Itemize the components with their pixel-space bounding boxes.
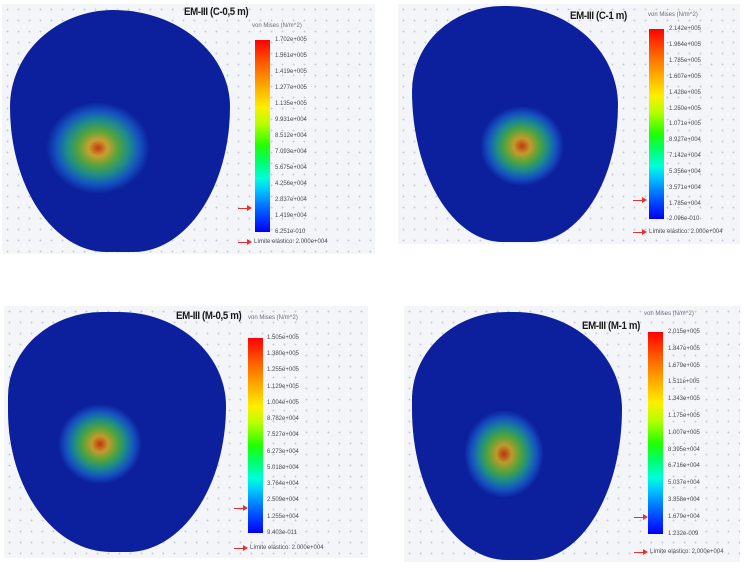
- legend-tick: 5.018e+004: [267, 465, 299, 471]
- color-scale-bar: [255, 40, 270, 232]
- plot-title: EM-III (C-0,5 m): [184, 6, 249, 18]
- yield-marker-arrow-icon: [238, 205, 252, 211]
- legend-tick: 1.785e+005: [669, 58, 701, 64]
- legend-tick: 6.251e-010: [275, 229, 306, 235]
- plot-title: EM-III (C-1 m): [570, 10, 627, 22]
- legend-tick: 1.129e+005: [267, 384, 299, 390]
- legend-tick: 2.509e+004: [267, 497, 299, 503]
- legend-tick: 1.343e+005: [668, 396, 700, 402]
- legend-tick: 2.837e+004: [275, 197, 307, 203]
- legend-tick: 6.273e+004: [267, 449, 299, 455]
- color-scale-bar: [248, 338, 263, 533]
- legend-tick: 1.135e+005: [275, 101, 307, 107]
- legend-tick: 8.782e+004: [267, 416, 299, 422]
- color-scale-bar: [649, 29, 664, 219]
- legend-tick: 4.256e+004: [275, 181, 307, 187]
- legend-unit: von Mises (N/m^2): [252, 23, 302, 29]
- legend-unit: von Mises (N/m^2): [648, 12, 698, 18]
- legend-tick: 5.037e+004: [668, 480, 700, 486]
- yield-marker-arrow-icon: [633, 197, 647, 203]
- legend-tick: 1.380e+005: [267, 351, 299, 357]
- yield-legend-arrow-icon: [633, 229, 647, 235]
- legend-tick: 3.358e+004: [668, 497, 700, 503]
- yield-legend-arrow-icon: [238, 239, 252, 245]
- legend-tick: 1.607e+005: [669, 74, 701, 80]
- stress-plot-panel-m-1: EM-III (M-1 m) von Mises (N/m^2) 2.015e+…: [404, 306, 740, 562]
- legend-tick: 1.679e+005: [668, 363, 700, 369]
- legend-tick: 1.232e-009: [668, 531, 699, 537]
- yield-strength-label: Límite elástico: 2.000e+004: [250, 545, 324, 551]
- yield-legend-arrow-icon: [634, 549, 648, 555]
- legend-tick: 1.255e+004: [267, 514, 299, 520]
- yield-strength-label: Límite elástico: 2.000e+004: [254, 239, 328, 245]
- legend-tick: 1.511e+005: [668, 379, 700, 385]
- stress-plot-panel-c-1: EM-III (C-1 m) von Mises (N/m^2) 2.142e+…: [398, 4, 740, 244]
- legend-tick: 7.142e+004: [669, 153, 701, 159]
- legend-unit: von Mises (N/m^2): [644, 311, 694, 317]
- yield-marker-arrow-icon: [634, 514, 648, 520]
- legend-tick: 2.015e+005: [668, 329, 700, 335]
- legend-tick: 8.395e+004: [668, 447, 700, 453]
- legend-tick: 8.927e+004: [669, 137, 701, 143]
- legend-tick: 3.764e+004: [267, 481, 299, 487]
- legend-tick: 1.419e+004: [275, 213, 307, 219]
- legend-tick: 5.356e+004: [669, 169, 701, 175]
- legend-tick: 1.255e+005: [267, 367, 299, 373]
- legend-tick: 5.675e+004: [275, 165, 307, 171]
- legend-tick: 1.561e+005: [275, 53, 307, 59]
- stress-plot-panel-c-0-5: EM-III (C-0,5 m) von Mises (N/m^2) 1.702…: [2, 4, 375, 254]
- legend-tick: 1.175e+005: [668, 413, 700, 419]
- legend-tick: 6.716e+004: [668, 463, 700, 469]
- legend-tick: 1.847e+005: [668, 346, 700, 352]
- yield-marker-arrow-icon: [234, 505, 248, 511]
- plot-title: EM-III (M-0,5 m): [176, 310, 242, 322]
- legend-tick: 1.250e+005: [669, 106, 701, 112]
- legend-tick: 9.931e+004: [275, 117, 307, 123]
- legend-tick: 9.403e-011: [267, 530, 297, 536]
- plate-stress-shape: [10, 10, 230, 252]
- yield-legend-arrow-icon: [234, 545, 248, 551]
- legend-tick: 1.004e+005: [267, 400, 299, 406]
- legend-tick: 1.505e+005: [267, 335, 299, 341]
- legend-tick: 2.142e+005: [669, 26, 701, 32]
- legend-tick: 1.702e+005: [275, 37, 307, 43]
- legend-tick: 7.093e+004: [275, 149, 307, 155]
- legend-tick: 1.964e+005: [669, 42, 701, 48]
- legend-tick: 2.096e-010: [669, 216, 700, 222]
- yield-strength-label: Límite elástico: 2.000e+004: [649, 229, 723, 235]
- legend-tick: 1.428e+005: [669, 90, 701, 96]
- legend-tick: 1.785e+004: [669, 201, 701, 207]
- legend-unit: von Mises (N/m^2): [248, 315, 298, 321]
- plate-stress-shape: [412, 312, 622, 560]
- legend-tick: 7.527e+004: [267, 432, 299, 438]
- legend-tick: 3.571e+004: [669, 185, 701, 191]
- plate-stress-shape: [412, 6, 618, 242]
- yield-strength-label: Límite elástico: 2.000e+004: [650, 549, 724, 555]
- legend-tick: 1.007e+005: [668, 430, 700, 436]
- legend-tick: 8.512e+004: [275, 133, 307, 139]
- plot-title: EM-III (M-1 m): [582, 320, 640, 332]
- legend-tick: 1.419e+005: [275, 69, 307, 75]
- color-scale-bar: [648, 332, 663, 534]
- legend-tick: 1.679e+004: [668, 514, 700, 520]
- plate-stress-shape: [8, 312, 226, 552]
- legend-tick: 1.071e+005: [669, 121, 701, 127]
- stress-plot-panel-m-0-5: EM-III (M-0,5 m) von Mises (N/m^2) 1.505…: [4, 306, 368, 558]
- legend-tick: 1.277e+005: [275, 85, 307, 91]
